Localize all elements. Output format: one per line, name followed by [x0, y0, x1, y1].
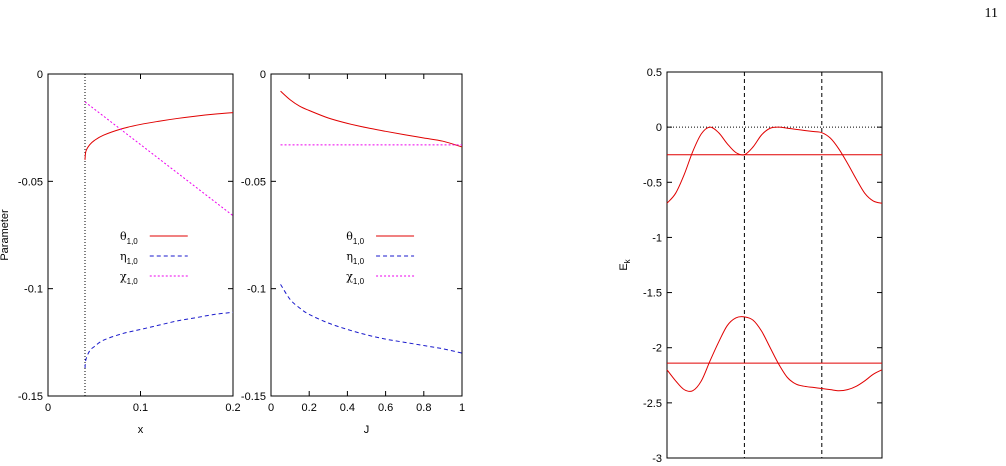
y-tick-label: -0.15 [241, 391, 266, 403]
legend-label: θ1,0 [120, 230, 138, 246]
y-tick-label: 0 [260, 69, 266, 81]
y-tick-label: 0 [37, 69, 43, 81]
series-line-2 [84, 311, 234, 369]
x-tick-label: 0.6 [378, 402, 393, 414]
legend-label: χ1,0 [346, 270, 364, 286]
series-line-1 [84, 112, 234, 160]
series-line-3 [84, 101, 234, 217]
x-tick-label: 0.4 [340, 402, 355, 414]
x-tick-label: 0 [45, 402, 51, 414]
y-tick-label: -0.15 [18, 391, 43, 403]
y-tick-label: -1 [652, 232, 662, 244]
y-tick-label: -0.5 [643, 177, 662, 189]
x-tick-label: 0 [268, 402, 274, 414]
y-tick-label: -0.1 [24, 284, 43, 296]
chart-panel-3: 0.5 0 -0.5 -1 -1.5 -2 -2.5 -3 Ek [618, 67, 883, 465]
x-tick-label: 0.8 [416, 402, 431, 414]
x-tick-label: 1 [459, 402, 465, 414]
series-line-1 [666, 126, 883, 204]
y-tick-label: -3 [652, 453, 662, 465]
y-tick-label: -0.1 [247, 284, 266, 296]
legend-label: η1,0 [120, 250, 138, 266]
plot-frame [47, 73, 234, 397]
y-tick-label: 0 [656, 122, 662, 134]
x-tick-label: 0.2 [302, 402, 317, 414]
y-tick-label: -2 [652, 343, 662, 355]
y-tick-label: -0.05 [241, 176, 266, 188]
legend-label: η1,0 [346, 250, 364, 266]
y-tick-label: -2.5 [643, 398, 662, 410]
y-axis-label: Parameter [0, 209, 11, 261]
y-tick-label: -0.05 [18, 176, 43, 188]
y-axis-label: Ek [618, 258, 632, 270]
x-axis-label: J [364, 424, 370, 436]
legend-label: χ1,0 [120, 270, 138, 286]
series-line-3 [666, 316, 883, 392]
x-tick-label: 0.1 [133, 402, 148, 414]
chart-panel-2: 0-0.05-0.1-0.150 0.2 0.4 0.6 0.8 1Jθ1,0η1,0χ1… [241, 69, 465, 436]
page-number: 11 [984, 6, 998, 21]
x-tick-label: 0.2 [225, 402, 240, 414]
series-line-1 [280, 90, 463, 148]
y-tick-label: 0.5 [647, 67, 662, 79]
plot-frame [270, 73, 463, 397]
plot-frame [666, 71, 883, 459]
series-line-2 [280, 284, 463, 354]
x-axis-label: x [138, 424, 144, 436]
legend-label: θ1,0 [346, 230, 364, 246]
y-tick-label: -1.5 [643, 288, 662, 300]
